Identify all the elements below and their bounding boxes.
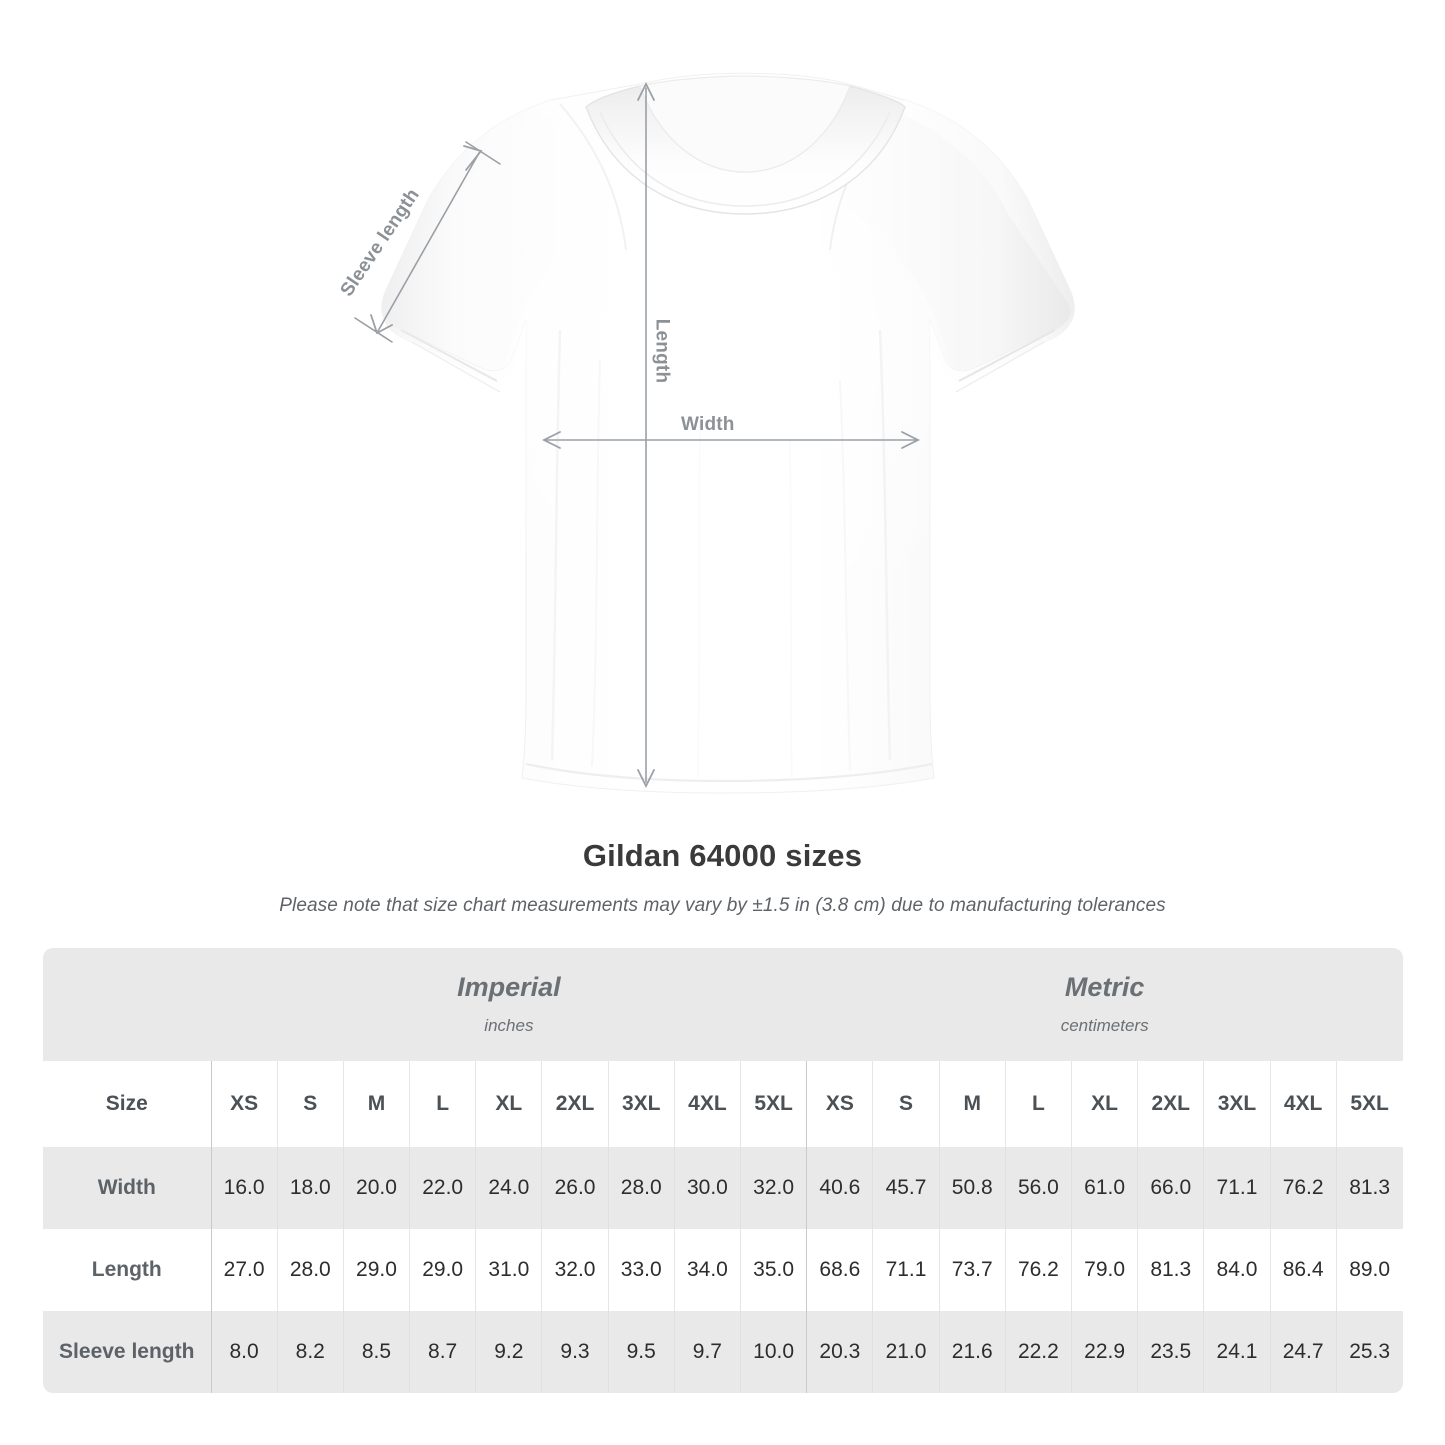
- size-table-wrapper: Imperial inches Metric centimeters Size …: [43, 948, 1403, 1393]
- cell-length-metric-2xl: 81.3: [1137, 1229, 1204, 1311]
- cell-length-metric-l: 76.2: [1004, 1229, 1072, 1311]
- cell-sleeve-metric-4xl: 24.7: [1269, 1311, 1337, 1393]
- cell-sleeve-imperial-xl: 9.2: [475, 1311, 542, 1393]
- unit-system-row: Imperial inches Metric centimeters: [43, 948, 1403, 1061]
- cell-length-metric-4xl: 86.4: [1269, 1229, 1337, 1311]
- cell-length-metric-m: 73.7: [938, 1229, 1006, 1311]
- cell-width-metric-5xl: 81.3: [1335, 1147, 1403, 1229]
- size-header-metric-m: M: [938, 1061, 1006, 1147]
- table-row: Sleeve length 8.0 8.2 8.5 8.7 9.2 9.3 9.…: [43, 1311, 1403, 1393]
- tshirt-graphic: [354, 72, 1075, 794]
- size-header-metric-xs: XS: [806, 1061, 873, 1147]
- size-header-metric-5xl: 5XL: [1335, 1061, 1403, 1147]
- size-header-imperial-l: L: [409, 1061, 476, 1147]
- cell-width-metric-xs: 40.6: [806, 1147, 873, 1229]
- unit-spacer-cell: [43, 948, 211, 1061]
- metric-unit: centimeters: [1060, 1015, 1149, 1035]
- cell-width-metric-4xl: 76.2: [1269, 1147, 1337, 1229]
- cell-sleeve-metric-m: 21.6: [938, 1311, 1006, 1393]
- cell-length-imperial-xl: 31.0: [475, 1229, 542, 1311]
- length-annotation: Length: [651, 318, 673, 384]
- cell-width-imperial-l: 22.0: [409, 1147, 476, 1229]
- cell-width-imperial-4xl: 30.0: [673, 1147, 741, 1229]
- cell-length-imperial-3xl: 33.0: [607, 1229, 675, 1311]
- cell-width-imperial-5xl: 32.0: [739, 1147, 807, 1229]
- cell-sleeve-metric-s: 21.0: [872, 1311, 940, 1393]
- width-annotation: Width: [681, 414, 735, 435]
- cell-sleeve-imperial-m: 8.5: [342, 1311, 410, 1393]
- size-header-metric-4xl: 4XL: [1269, 1061, 1337, 1147]
- cell-width-imperial-3xl: 28.0: [607, 1147, 675, 1229]
- cell-width-metric-m: 50.8: [938, 1147, 1006, 1229]
- cell-width-metric-s: 45.7: [872, 1147, 940, 1229]
- cell-width-imperial-xs: 16.0: [210, 1147, 278, 1229]
- cell-sleeve-metric-2xl: 23.5: [1137, 1311, 1204, 1393]
- tshirt-illustration: Sleeve length Length Width: [336, 72, 1075, 794]
- cell-width-metric-xl: 61.0: [1070, 1147, 1138, 1229]
- cell-sleeve-metric-l: 22.2: [1004, 1311, 1072, 1393]
- cell-sleeve-imperial-5xl: 10.0: [739, 1311, 807, 1393]
- size-chart-table: Imperial inches Metric centimeters Size …: [43, 948, 1403, 1393]
- cell-sleeve-imperial-xs: 8.0: [210, 1311, 278, 1393]
- size-header-imperial-s: S: [276, 1061, 344, 1147]
- imperial-unit: inches: [484, 1015, 534, 1035]
- cell-length-imperial-5xl: 35.0: [739, 1229, 807, 1311]
- size-header-imperial-3xl: 3XL: [607, 1061, 675, 1147]
- cell-length-imperial-l: 29.0: [409, 1229, 476, 1311]
- cell-sleeve-imperial-3xl: 9.5: [607, 1311, 675, 1393]
- row-label-width: Width: [43, 1147, 211, 1229]
- size-header-metric-3xl: 3XL: [1203, 1061, 1271, 1147]
- page-title: Gildan 64000 sizes: [582, 838, 863, 873]
- cell-sleeve-imperial-4xl: 9.7: [673, 1311, 741, 1393]
- cell-width-imperial-s: 18.0: [276, 1147, 344, 1229]
- cell-length-metric-s: 71.1: [872, 1229, 940, 1311]
- cell-length-imperial-4xl: 34.0: [673, 1229, 741, 1311]
- row-label-sleeve-length: Sleeve length: [43, 1311, 211, 1393]
- size-header-imperial-xs: XS: [210, 1061, 278, 1147]
- cell-length-imperial-xs: 27.0: [210, 1229, 278, 1311]
- cell-sleeve-imperial-s: 8.2: [276, 1311, 344, 1393]
- cell-length-metric-3xl: 84.0: [1203, 1229, 1271, 1311]
- table-row: Length 27.0 28.0 29.0 29.0 31.0 32.0 33.…: [43, 1229, 1403, 1311]
- size-header-metric-l: L: [1004, 1061, 1072, 1147]
- size-header-metric-2xl: 2XL: [1137, 1061, 1204, 1147]
- metric-label: Metric: [1064, 972, 1145, 1003]
- imperial-label: Imperial: [457, 972, 561, 1003]
- size-header-metric-xl: XL: [1070, 1061, 1138, 1147]
- row-label-length: Length: [43, 1229, 211, 1311]
- cell-length-metric-5xl: 89.0: [1335, 1229, 1403, 1311]
- cell-width-metric-3xl: 71.1: [1203, 1147, 1271, 1229]
- cell-length-metric-xs: 68.6: [806, 1229, 873, 1311]
- size-header-metric-s: S: [872, 1061, 940, 1147]
- cell-width-imperial-m: 20.0: [342, 1147, 410, 1229]
- tolerance-note: Please note that size chart measurements…: [279, 895, 1166, 916]
- cell-length-imperial-s: 28.0: [276, 1229, 344, 1311]
- cell-width-imperial-2xl: 26.0: [541, 1147, 609, 1229]
- cell-width-imperial-xl: 24.0: [475, 1147, 542, 1229]
- cell-width-metric-l: 56.0: [1004, 1147, 1072, 1229]
- size-header-row: Size XS S M L XL 2XL 3XL 4XL 5XL XS S M …: [43, 1061, 1403, 1147]
- chart-header: Gildan 64000 sizes Please note that size…: [0, 838, 1445, 917]
- size-header-imperial-xl: XL: [475, 1061, 542, 1147]
- table-row: Width 16.0 18.0 20.0 22.0 24.0 26.0 28.0…: [43, 1147, 1403, 1229]
- unit-system-metric: Metric centimeters: [806, 948, 1403, 1061]
- cell-sleeve-metric-xs: 20.3: [806, 1311, 873, 1393]
- size-header-imperial-m: M: [342, 1061, 410, 1147]
- cell-length-imperial-m: 29.0: [342, 1229, 410, 1311]
- size-header-imperial-4xl: 4XL: [673, 1061, 741, 1147]
- unit-system-imperial: Imperial inches: [211, 948, 807, 1061]
- cell-sleeve-imperial-l: 8.7: [409, 1311, 476, 1393]
- cell-width-metric-2xl: 66.0: [1137, 1147, 1204, 1229]
- size-row-label: Size: [43, 1061, 211, 1147]
- cell-sleeve-imperial-2xl: 9.3: [541, 1311, 609, 1393]
- cell-sleeve-metric-5xl: 25.3: [1335, 1311, 1403, 1393]
- size-header-imperial-5xl: 5XL: [739, 1061, 807, 1147]
- size-header-imperial-2xl: 2XL: [541, 1061, 609, 1147]
- cell-length-metric-xl: 79.0: [1070, 1229, 1138, 1311]
- cell-sleeve-metric-3xl: 24.1: [1203, 1311, 1271, 1393]
- cell-length-imperial-2xl: 32.0: [541, 1229, 609, 1311]
- cell-sleeve-metric-xl: 22.9: [1070, 1311, 1138, 1393]
